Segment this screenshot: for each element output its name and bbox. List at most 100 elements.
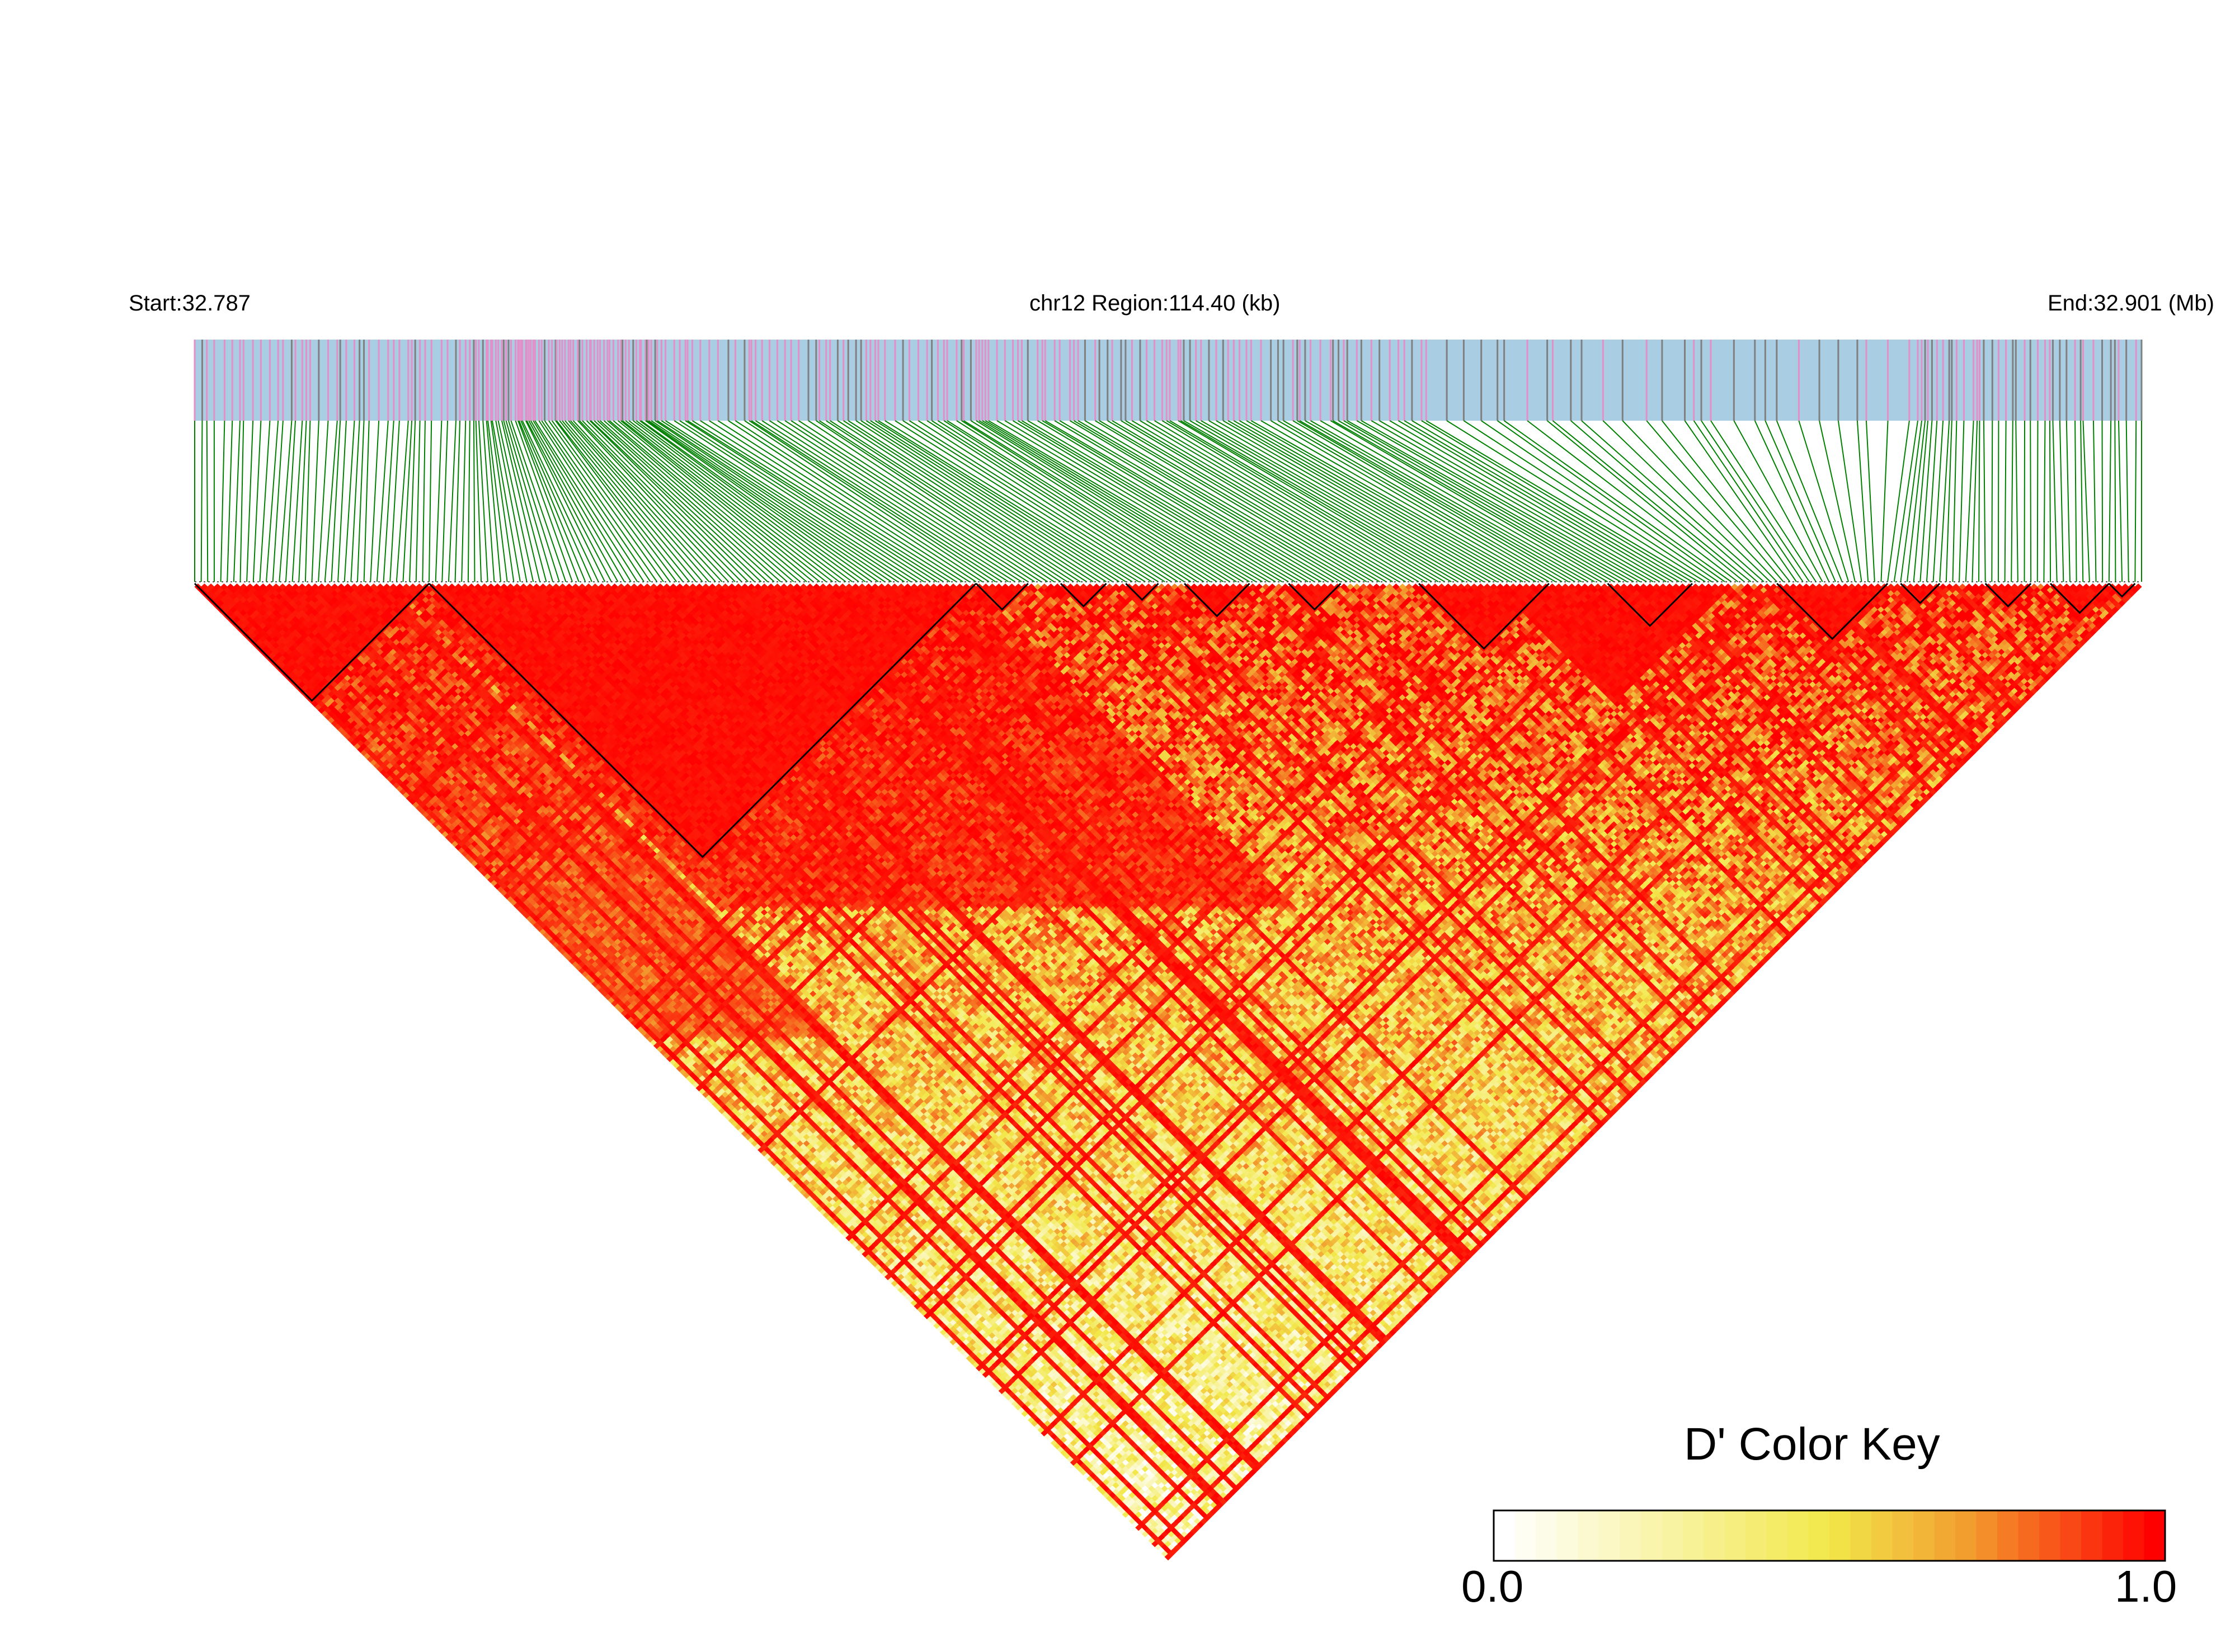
snp-connector	[895, 420, 1152, 582]
snp-connector	[982, 420, 1250, 582]
snp-connector	[1893, 420, 1918, 582]
snp-connector	[495, 420, 528, 582]
snp-connector	[1297, 420, 1575, 582]
snp-connector	[2030, 420, 2032, 582]
snp-connector	[2065, 420, 2071, 582]
snp-connector	[1798, 420, 1850, 582]
snp-connector	[988, 420, 1263, 582]
snp-connector	[633, 420, 846, 582]
snp-connector	[579, 420, 736, 582]
snp-connector	[517, 420, 580, 582]
snp-connector	[1021, 420, 1296, 582]
snp-connector	[1581, 420, 1765, 582]
snp-connector	[1939, 420, 1950, 582]
snp-connector	[1018, 420, 1289, 582]
snp-connector	[679, 420, 931, 582]
snp-connector	[884, 420, 1146, 582]
snp-connector	[586, 420, 749, 582]
snp-connector	[548, 420, 664, 582]
snp-connector	[1952, 420, 1958, 582]
snp-connector	[396, 420, 409, 582]
snp-connector	[541, 420, 651, 582]
snp-connector	[1343, 420, 1628, 582]
snp-connector	[1250, 420, 1537, 582]
snp-connector	[1497, 420, 1725, 582]
snp-connector	[1140, 420, 1413, 582]
snp-connector	[515, 420, 573, 582]
snp-connector	[1121, 420, 1394, 582]
snp-connector	[970, 420, 1231, 582]
snp-connector	[1379, 420, 1660, 582]
snp-connector	[475, 420, 482, 582]
snp-connector	[1411, 420, 1686, 582]
snp-connector	[562, 420, 697, 582]
ld-heatmap	[194, 583, 2142, 1561]
snp-connector	[1965, 420, 1974, 582]
snp-connector	[490, 420, 515, 582]
snp-connector	[526, 420, 612, 582]
snp-connector	[1622, 420, 1777, 582]
snp-connector	[1837, 420, 1862, 582]
snp-connector	[1926, 420, 1938, 582]
snp-connector	[639, 420, 859, 582]
snp-connector	[1552, 420, 1752, 582]
snp-connector	[482, 420, 495, 582]
snp-connector	[655, 420, 898, 582]
snp-connector	[1169, 420, 1446, 582]
snp-connector	[559, 420, 690, 582]
snp-connector	[1527, 420, 1739, 582]
snp-connector	[356, 420, 365, 582]
snp-connector	[943, 420, 1198, 582]
snp-connector	[848, 420, 1100, 582]
snp-connector	[521, 420, 599, 582]
snp-connector	[389, 420, 400, 582]
snp-connector	[478, 420, 488, 582]
snp-connector	[520, 420, 592, 582]
snp-connector	[415, 420, 421, 582]
snp-connector	[285, 420, 296, 582]
snp-connector	[755, 420, 1009, 582]
snp-connector	[1070, 420, 1341, 582]
snp-connector	[227, 420, 233, 582]
snp-connector	[1099, 420, 1374, 582]
snp-connector	[860, 420, 1113, 582]
snp-connector	[551, 420, 671, 582]
snp-connector	[826, 420, 1074, 582]
snp-connector	[657, 420, 905, 582]
snp-connector	[331, 420, 341, 582]
snp-connector	[1227, 420, 1511, 582]
snp-connector	[599, 420, 782, 582]
snp-connector	[594, 420, 768, 582]
snp-connector	[350, 420, 360, 582]
snp-connector	[878, 420, 1140, 582]
snp-connector	[1239, 420, 1523, 582]
snp-connector	[486, 420, 502, 582]
snp-connector	[728, 420, 977, 582]
snp-connector	[279, 420, 293, 582]
snp-connector	[1481, 420, 1719, 582]
snp-connector	[1037, 420, 1309, 582]
snp-connector	[613, 420, 807, 582]
snp-connector	[266, 420, 279, 582]
snp-connector	[555, 420, 677, 582]
snp-connector	[311, 420, 319, 582]
snp-connector	[239, 420, 244, 582]
snp-connector	[1146, 420, 1419, 582]
snp-connector	[1356, 420, 1641, 582]
snp-connector	[1404, 420, 1680, 582]
snp-connector	[246, 420, 254, 582]
snp-connector	[1819, 420, 1856, 582]
snp-connector	[1646, 420, 1784, 582]
snp-connector	[1292, 420, 1569, 582]
snp-connector	[220, 420, 225, 582]
snp-connector	[645, 420, 873, 582]
snp-connector	[252, 420, 262, 582]
snp-connector	[618, 420, 814, 582]
snp-connector	[1765, 420, 1836, 582]
snp-connector	[1054, 420, 1328, 582]
snp-connector	[2118, 420, 2123, 582]
snp-connector	[1178, 420, 1452, 582]
snp-connector	[909, 420, 1165, 582]
snp-connector	[441, 420, 449, 582]
